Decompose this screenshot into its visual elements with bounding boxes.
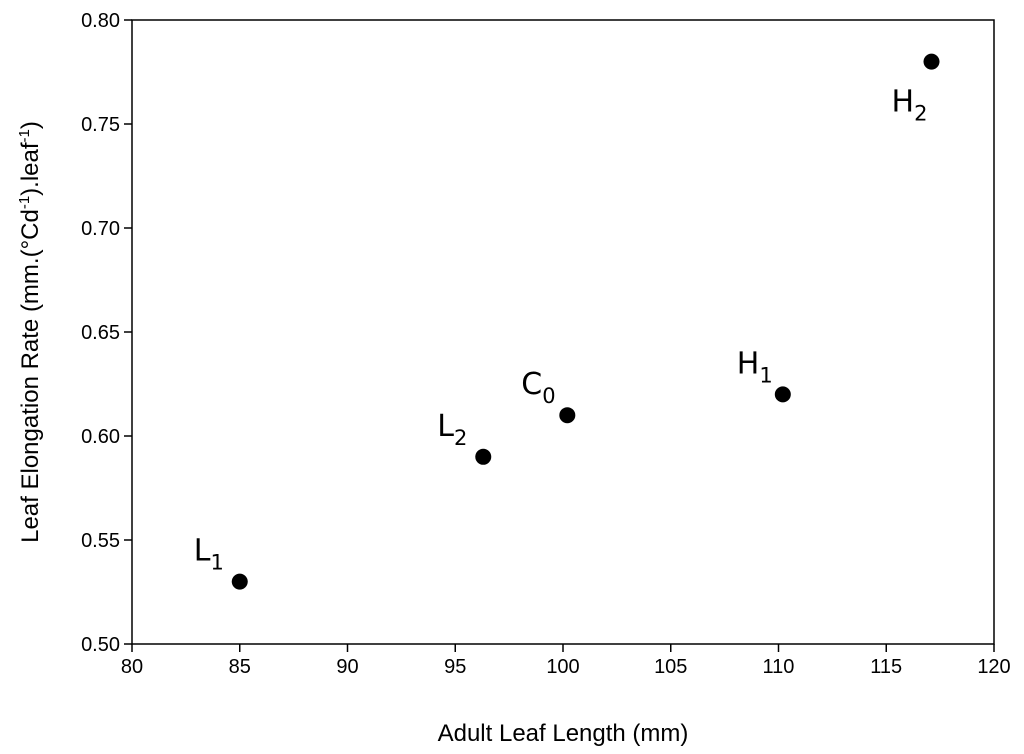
y-tick-label: 0.60 <box>81 426 120 448</box>
point-label: L1 <box>194 534 224 575</box>
x-tick-label: 120 <box>977 656 1010 678</box>
y-tick-label: 0.50 <box>81 634 120 656</box>
x-tick-label: 95 <box>444 656 466 678</box>
x-tick-label: 115 <box>870 656 902 678</box>
x-tick-label: 90 <box>336 656 358 678</box>
x-tick-label: 110 <box>763 656 795 678</box>
data-points: L1 L2 C0 H1 H2 <box>194 53 940 590</box>
y-tick-label: 0.55 <box>81 530 120 552</box>
y-axis: 0.50 0.55 0.60 0.65 0.70 0.75 0.80 <box>81 10 132 656</box>
point-label: C0 <box>521 367 555 408</box>
data-point <box>475 448 492 465</box>
y-tick-label: 0.75 <box>81 114 120 136</box>
y-tick-label: 0.70 <box>81 218 120 240</box>
point-label: H1 <box>737 346 773 387</box>
data-point <box>559 407 576 424</box>
point-label: H2 <box>892 85 928 126</box>
x-tick-label: 80 <box>121 656 143 678</box>
x-tick-label: 85 <box>229 656 251 678</box>
x-tick-label: 105 <box>654 656 687 678</box>
y-tick-label: 0.80 <box>81 10 120 32</box>
data-point <box>231 573 248 590</box>
y-axis-label: Leaf Elongation Rate (mm.(°Cd-1).leaf-1) <box>16 121 44 543</box>
y-tick-label: 0.65 <box>81 322 120 344</box>
data-point <box>774 386 791 403</box>
data-point <box>923 53 940 70</box>
x-axis: 80 85 90 95 100 105 110 115 120 <box>121 644 1011 678</box>
x-tick-label: 100 <box>546 656 579 678</box>
plot-frame <box>131 19 995 645</box>
point-label: L2 <box>437 409 467 450</box>
x-axis-label: Adult Leaf Length (mm) <box>438 720 689 747</box>
